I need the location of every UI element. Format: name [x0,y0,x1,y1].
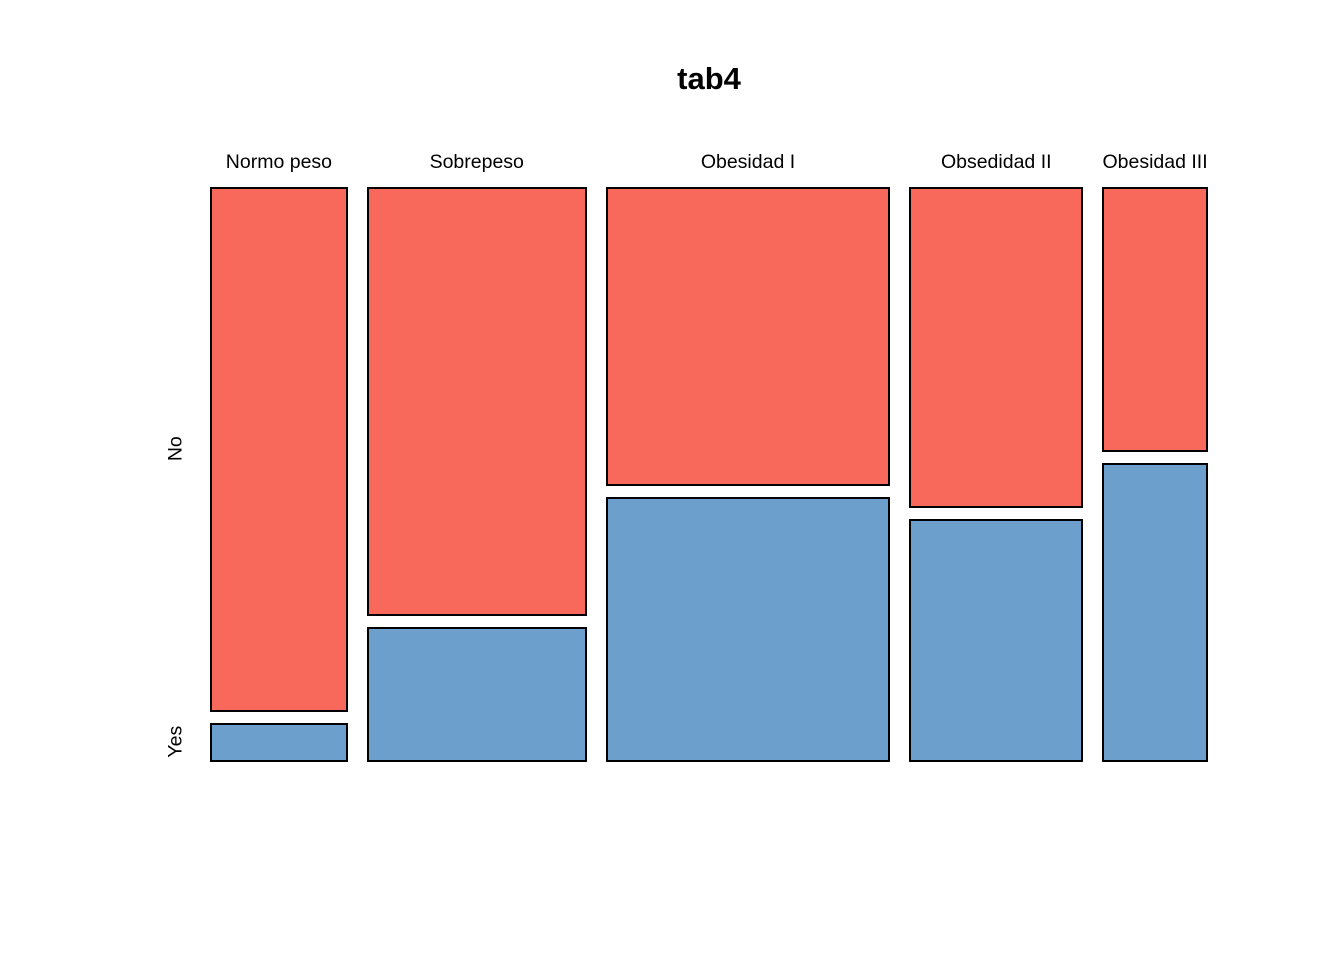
tile-no-normo-peso [210,187,348,712]
chart-title: tab4 [677,61,741,96]
column-label-sobrepeso: Sobrepeso [429,151,524,173]
tile-yes-obsedidad-ii [909,519,1084,762]
column-label-obsedidad-ii: Obsedidad II [940,151,1052,173]
row-label-no: No [164,436,187,462]
tile-yes-obesidad-i [605,497,891,762]
tile-no-sobrepeso [366,187,587,616]
tile-no-obesidad-i [605,187,891,487]
column-label-obesidad-iii: Obesidad III [1102,151,1208,173]
column-label-obesidad-i: Obesidad I [700,151,796,173]
tile-no-obesidad-iii [1102,187,1208,453]
tile-yes-sobrepeso [366,626,587,762]
tile-yes-obesidad-iii [1102,463,1208,762]
tile-yes-normo-peso [210,722,348,762]
tile-no-obsedidad-ii [909,187,1084,509]
column-label-normo-peso: Normo peso [225,151,333,173]
row-label-yes: Yes [164,726,187,758]
